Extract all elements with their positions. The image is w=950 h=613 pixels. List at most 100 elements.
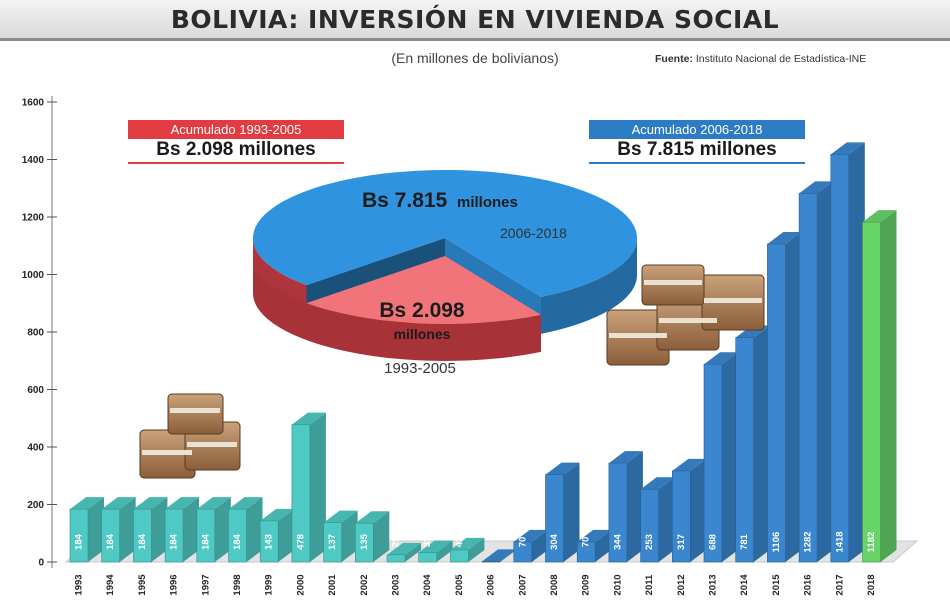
bar-2011: 253 xyxy=(640,477,675,563)
bar-side xyxy=(785,232,802,562)
bar-side xyxy=(278,508,295,562)
bar-top xyxy=(862,210,897,223)
bar-side xyxy=(595,529,612,562)
bar-top xyxy=(672,458,707,471)
bar-2008: 304 xyxy=(545,462,580,563)
bar-front xyxy=(671,470,691,563)
bar-value-label: 344 xyxy=(612,533,623,550)
bar-2017: 1418 xyxy=(830,142,865,563)
y-tick-label: 800 xyxy=(27,328,44,339)
x-ticks: 1993 1994 1995 1996 1997 1998 1999 2000 2001 2002… xyxy=(74,574,878,596)
x-tick-label: 1998 xyxy=(232,574,243,595)
bar-front xyxy=(830,154,850,563)
bar-value-label: 70 xyxy=(517,537,528,548)
bar-top xyxy=(799,181,834,194)
bar-side xyxy=(341,510,358,562)
x-tick-label: 2013 xyxy=(708,574,719,595)
bar-2018: 1182 xyxy=(862,210,897,563)
x-tick-label: 2006 xyxy=(486,574,497,595)
source-label: Fuente: xyxy=(655,53,693,65)
bar-front xyxy=(798,193,818,563)
bar-top xyxy=(545,462,580,475)
x-tick-label: 2001 xyxy=(327,574,338,596)
x-tick-label: 2005 xyxy=(454,574,465,596)
bar-front xyxy=(69,508,89,563)
bar-value-label: 781 xyxy=(739,533,750,550)
bar-front xyxy=(767,243,786,563)
bars: 184 184 184 184 184 184 143 478 137 135 25 33 42 70 30… xyxy=(69,142,897,563)
bar-top xyxy=(260,508,295,521)
bar-top xyxy=(704,352,738,365)
x-tick-label: 1996 xyxy=(169,574,180,595)
bar-front xyxy=(513,541,533,563)
x-tick-label: 2014 xyxy=(739,574,750,596)
bar-value-label: 688 xyxy=(708,534,719,550)
bar-side xyxy=(468,537,485,562)
bar-value-label: 184 xyxy=(105,533,116,550)
bar-side xyxy=(658,477,675,562)
x-tick-label: 1997 xyxy=(200,574,211,595)
bar-side xyxy=(246,497,263,562)
bar-1993: 184 xyxy=(69,497,104,563)
y-tick-label: 1000 xyxy=(22,270,45,281)
x-tick-label: 2010 xyxy=(612,574,623,595)
bar-value-label: 1106 xyxy=(771,532,782,553)
bar-2009: 70 xyxy=(576,529,612,563)
bar-value-label: 143 xyxy=(264,534,275,550)
bar-value-label: 135 xyxy=(359,533,370,550)
pie-red-unit: millones xyxy=(394,326,451,342)
bar-top xyxy=(133,497,168,510)
bar-front xyxy=(862,221,881,563)
bar-front xyxy=(101,508,120,563)
bar-front xyxy=(418,552,438,563)
bar-value-label: 1282 xyxy=(803,531,814,552)
bar-side xyxy=(151,497,168,562)
x-tick-label: 2016 xyxy=(803,574,814,595)
bar-front xyxy=(608,462,628,563)
y-tick-label: 1400 xyxy=(22,155,45,166)
bar-top xyxy=(482,549,517,562)
x-tick-label: 2004 xyxy=(422,574,433,596)
bar-2006 xyxy=(481,549,517,563)
bar-1999: 143 xyxy=(259,508,295,563)
bar-front xyxy=(450,549,469,563)
bar-side xyxy=(753,325,770,562)
accumulated-left-value: Bs 2.098 millones xyxy=(128,138,344,164)
bar-value-label: 70 xyxy=(581,537,592,548)
y-tick-label: 600 xyxy=(27,385,44,396)
bar-top xyxy=(767,232,802,245)
x-tick-label: 1995 xyxy=(137,574,148,596)
bar-value-label: 184 xyxy=(169,533,180,550)
bar-top xyxy=(165,497,200,510)
x-tick-label: 2011 xyxy=(644,574,655,595)
chart-title: BOLIVIA: INVERSIÓN EN VIVIENDA SOCIAL xyxy=(0,0,950,41)
y-ticks: 0 200 400 600 800 1000 1200 1400 1600 xyxy=(22,98,57,569)
bar-front xyxy=(386,554,406,563)
bar-side xyxy=(531,529,548,562)
bar-2002: 135 xyxy=(354,511,390,563)
bar-top xyxy=(291,412,326,425)
bar-top xyxy=(355,511,390,524)
bar-value-label: 137 xyxy=(327,534,338,550)
bar-front xyxy=(735,337,755,563)
bar-front xyxy=(640,488,659,563)
bar-1994: 184 xyxy=(101,497,136,563)
bar-top xyxy=(418,540,453,553)
bar-1995: 184 xyxy=(133,497,168,563)
bar-2012: 317 xyxy=(671,458,707,563)
accumulated-right-label: Acumulado 2006-2018 xyxy=(589,120,805,139)
bar-side xyxy=(848,142,865,562)
bar-side xyxy=(214,497,231,562)
pie-blue-unit: millones xyxy=(457,194,518,211)
bar-top xyxy=(513,529,548,542)
bar-side xyxy=(722,352,738,562)
money-stack-icon xyxy=(606,264,765,366)
bar-front xyxy=(576,541,596,563)
bar-value-label: 253 xyxy=(644,534,655,550)
bar-front xyxy=(291,424,311,563)
bar-top xyxy=(196,497,231,510)
bar-top xyxy=(101,497,136,510)
x-tick-label: 2018 xyxy=(866,574,877,595)
bar-2016: 1282 xyxy=(798,181,834,563)
